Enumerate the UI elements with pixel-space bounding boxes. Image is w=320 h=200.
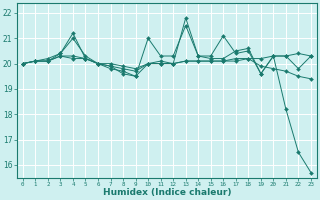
X-axis label: Humidex (Indice chaleur): Humidex (Indice chaleur) — [103, 188, 231, 197]
